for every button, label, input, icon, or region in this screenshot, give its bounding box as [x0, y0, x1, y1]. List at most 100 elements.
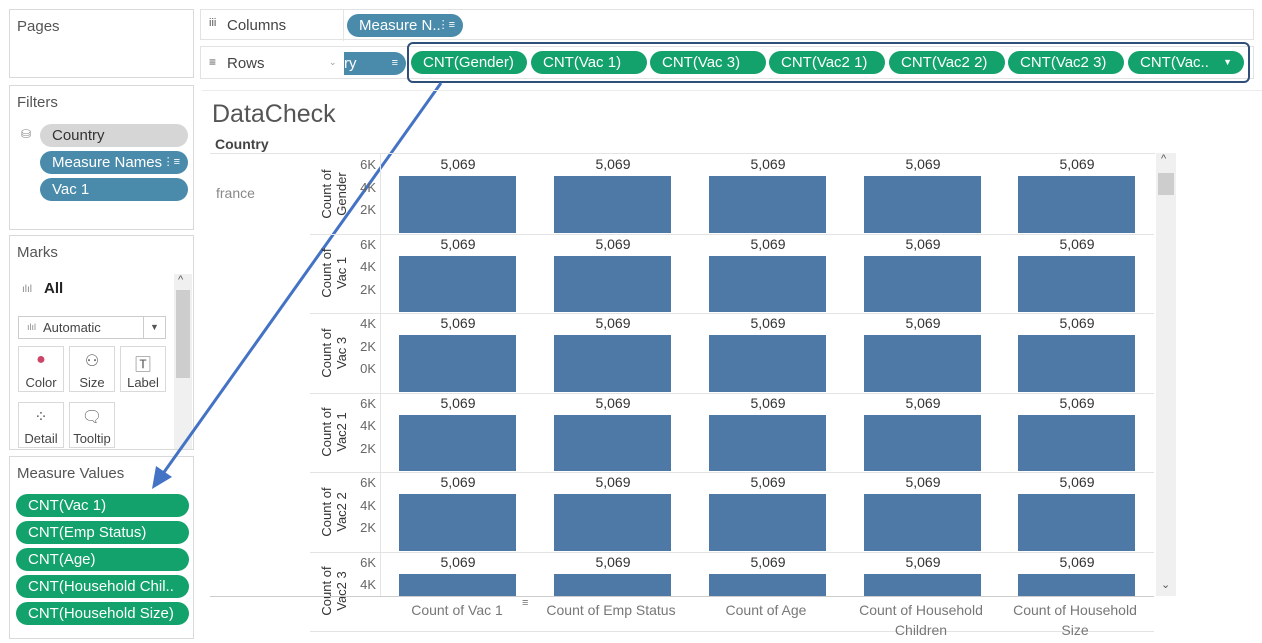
bar-value-label[interactable]: 5,069 — [709, 236, 827, 252]
bar-value-label[interactable]: 5,069 — [554, 554, 672, 570]
marks-scrollbar[interactable]: ^ — [174, 274, 192, 450]
bar-value-label[interactable]: 5,069 — [554, 474, 672, 490]
column-header-line: Count of Emp Status — [536, 600, 686, 620]
bar-mark[interactable] — [709, 494, 826, 551]
bar-value-label[interactable]: 5,069 — [864, 236, 982, 252]
measure-value-pill[interactable]: CNT(Household Size) — [16, 602, 189, 625]
bar-value-label[interactable]: 5,069 — [1018, 395, 1136, 411]
filter-pill-measure-names[interactable]: Measure Names ⋮≡ — [40, 151, 188, 174]
pages-card[interactable]: Pages — [9, 9, 194, 78]
bar-mark[interactable] — [399, 176, 516, 233]
bar-value-label[interactable]: 5,069 — [1018, 236, 1136, 252]
bar-mark[interactable] — [864, 176, 981, 233]
bar-value-label[interactable]: 5,069 — [709, 474, 827, 490]
columns-pill-measure-names[interactable]: Measure N.. ⋮≡ — [347, 14, 463, 37]
bar-mark[interactable] — [709, 335, 826, 392]
bar-mark[interactable] — [864, 256, 981, 313]
marks-card[interactable]: Marks ılıl All ılıl Automatic ▼ ● Color ⚇… — [9, 235, 194, 450]
filters-card[interactable]: Filters ⛁ Country Measure Names ⋮≡ Vac 1 — [9, 85, 194, 230]
measure-value-pill[interactable]: CNT(Age) — [16, 548, 189, 571]
bar-value-label[interactable]: 5,069 — [554, 315, 672, 331]
bar-mark[interactable] — [864, 415, 981, 472]
bar-mark[interactable] — [864, 335, 981, 392]
bar-value-label[interactable]: 5,069 — [554, 395, 672, 411]
filter-pill-country[interactable]: Country — [40, 124, 188, 147]
rows-pill-country[interactable]: ry ≡ — [344, 52, 406, 75]
bar-mark[interactable] — [709, 415, 826, 472]
measure-value-pill[interactable]: CNT(Household Chil.. — [16, 575, 189, 598]
bar-mark[interactable] — [554, 335, 671, 392]
marks-color-button[interactable]: ● Color — [18, 346, 64, 392]
bar-mark[interactable] — [554, 256, 671, 313]
bar-mark[interactable] — [1018, 574, 1135, 597]
chevron-down-icon[interactable]: ⌄ — [329, 57, 337, 68]
bar-mark[interactable] — [554, 574, 671, 597]
bar-mark[interactable] — [399, 415, 516, 472]
bar-value-label[interactable]: 5,069 — [864, 315, 982, 331]
bar-value-label[interactable]: 5,069 — [554, 236, 672, 252]
bar-mark[interactable] — [1018, 415, 1135, 472]
bar-mark[interactable] — [1018, 335, 1135, 392]
bar-value-label[interactable]: 5,069 — [554, 156, 672, 172]
bar-chart-icon: ılıl — [22, 284, 32, 295]
measure-value-pill[interactable]: CNT(Vac 1) — [16, 494, 189, 517]
bar-value-label[interactable]: 5,069 — [1018, 474, 1136, 490]
pill-label: Measure N.. — [359, 17, 441, 34]
bar-mark[interactable] — [554, 176, 671, 233]
bar-value-label[interactable]: 5,069 — [709, 315, 827, 331]
pill-label: CNT(Emp Status) — [28, 524, 146, 541]
bar-mark[interactable] — [864, 494, 981, 551]
bar-mark[interactable] — [399, 256, 516, 313]
marks-tooltip-button[interactable]: 🗨 Tooltip — [69, 402, 115, 448]
marks-detail-button[interactable]: ⁘ Detail — [18, 402, 64, 448]
chevron-up-icon[interactable]: ^ — [1161, 153, 1166, 165]
bar-value-label[interactable]: 5,069 — [864, 395, 982, 411]
bar-value-label[interactable]: 5,069 — [399, 236, 517, 252]
columns-shelf[interactable]: iii Columns Measure N.. ⋮≡ — [200, 9, 1254, 40]
filter-pill-vac-1[interactable]: Vac 1 — [40, 178, 188, 201]
bar-mark[interactable] — [1018, 176, 1135, 233]
bar-value-label[interactable]: 5,069 — [399, 156, 517, 172]
bar-mark[interactable] — [554, 494, 671, 551]
marks-label-button[interactable]: 🅃 Label — [120, 346, 166, 392]
bar-value-label[interactable]: 5,069 — [1018, 156, 1136, 172]
bar-value-label[interactable]: 5,069 — [864, 474, 982, 490]
bar-mark[interactable] — [1018, 494, 1135, 551]
bar-value-label[interactable]: 5,069 — [864, 156, 982, 172]
country-value[interactable]: france — [216, 185, 255, 201]
bar-value-label[interactable]: 5,069 — [399, 315, 517, 331]
bar-value-label[interactable]: 5,069 — [1018, 315, 1136, 331]
marks-all-tab[interactable]: All — [44, 280, 63, 297]
view-scrollbar[interactable]: ^ ⌄ — [1156, 153, 1176, 596]
chevron-down-icon[interactable]: ⌄ — [1161, 578, 1170, 591]
view-scroll-thumb[interactable] — [1158, 173, 1174, 195]
bar-value-label[interactable]: 5,069 — [709, 156, 827, 172]
chevron-up-icon[interactable]: ^ — [178, 274, 183, 286]
marks-scroll-thumb[interactable] — [176, 290, 190, 378]
bar-value-label[interactable]: 5,069 — [709, 395, 827, 411]
bar-value-label[interactable]: 5,069 — [1018, 554, 1136, 570]
pill-label: CNT(Age) — [28, 551, 96, 568]
bar-mark[interactable] — [399, 574, 516, 597]
bar-mark[interactable] — [1018, 256, 1135, 313]
bar-mark[interactable] — [864, 574, 981, 597]
bar-value-label[interactable]: 5,069 — [709, 554, 827, 570]
bar-mark[interactable] — [709, 574, 826, 597]
bar-mark[interactable] — [554, 415, 671, 472]
axis-tick-label: 2K — [346, 339, 376, 354]
bar-mark[interactable] — [399, 494, 516, 551]
marks-size-button[interactable]: ⚇ Size — [69, 346, 115, 392]
bar-value-label[interactable]: 5,069 — [399, 474, 517, 490]
bar-mark[interactable] — [709, 176, 826, 233]
bar-mark[interactable] — [399, 335, 516, 392]
measure-values-card[interactable]: Measure Values CNT(Vac 1) CNT(Emp Status… — [9, 456, 194, 639]
bar-value-label[interactable]: 5,069 — [399, 554, 517, 570]
row-axis-title: Count of Vac 1 — [319, 238, 351, 308]
bar-value-label[interactable]: 5,069 — [399, 395, 517, 411]
country-header[interactable]: Country — [215, 136, 269, 152]
mark-type-dropdown[interactable]: ılıl Automatic ▼ — [18, 316, 166, 339]
bar-value-label[interactable]: 5,069 — [864, 554, 982, 570]
measure-value-pill[interactable]: CNT(Emp Status) — [16, 521, 189, 544]
bar-mark[interactable] — [709, 256, 826, 313]
